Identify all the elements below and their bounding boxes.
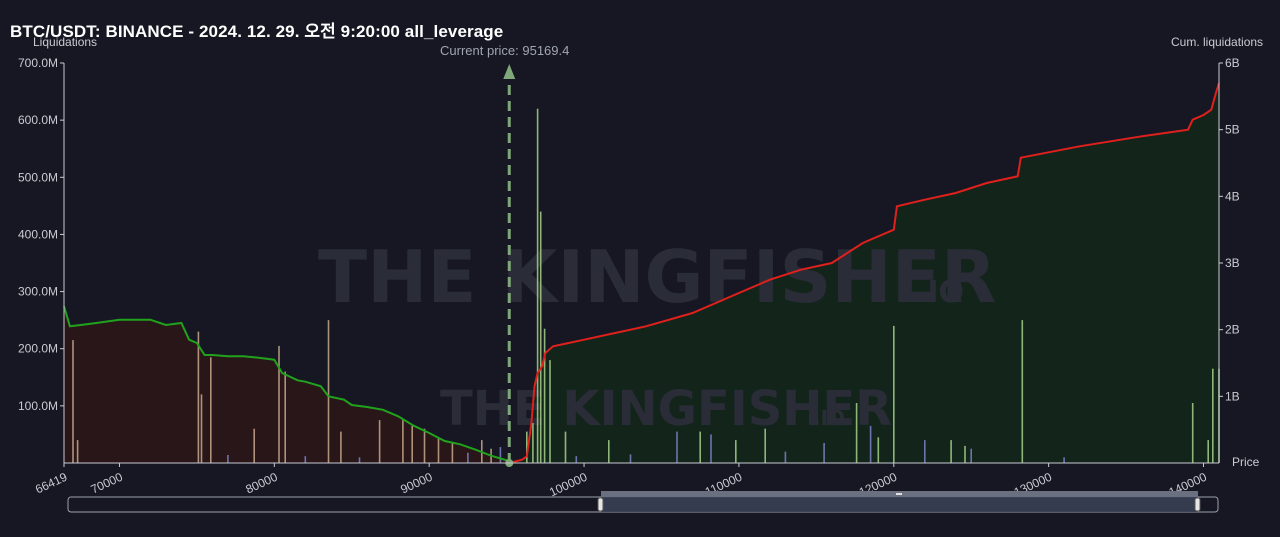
current-price-label: Current price: 95169.4	[440, 43, 570, 58]
liquidation-bar	[869, 425, 872, 463]
long-cum-line	[63, 306, 510, 462]
liquidation-bar	[855, 403, 858, 463]
liquidation-bar	[608, 440, 610, 463]
liquidation-bar	[964, 445, 966, 463]
liquidation-bar	[1063, 457, 1065, 463]
y-right-tick-label: 2B	[1225, 323, 1240, 337]
y-right-tick-label: 6B	[1225, 56, 1240, 70]
areas-layer	[64, 83, 1219, 463]
x-tick-label: 90000	[398, 470, 434, 497]
watermark-large-suffix: .IO	[916, 275, 964, 310]
liquidation-bar	[210, 357, 212, 463]
liquidation-bar	[284, 371, 286, 463]
y-left-tick-label: 400.0M	[18, 227, 58, 241]
y-right-axis-label: Cum. liquidations	[1171, 35, 1264, 49]
liquidation-bar	[710, 434, 712, 463]
y-left-tick-label: 500.0M	[18, 170, 58, 184]
liquidation-bar	[893, 325, 895, 463]
liquidation-bar	[411, 425, 413, 463]
watermark-large: THE KINGFISHER	[318, 235, 996, 319]
liquidation-bar	[1191, 403, 1194, 463]
watermark-small-suffix: .IO	[813, 406, 845, 430]
current-price-arrow	[503, 64, 516, 79]
liquidation-bar	[327, 320, 330, 463]
liquidation-bar	[784, 451, 787, 463]
liquidation-bar	[676, 431, 678, 463]
y-left-tick-label: 600.0M	[18, 113, 58, 127]
liquidation-bar	[526, 431, 528, 463]
liquidation-bar	[451, 443, 454, 463]
liquidation-bar	[699, 431, 701, 463]
chart-title: BTC/USDT: BINANCE - 2024. 12. 29. 오전 9:2…	[10, 22, 504, 41]
y-left-tick-label: 100.0M	[18, 399, 58, 413]
long-cum-area	[64, 306, 510, 463]
slider-handle-left[interactable]	[597, 497, 604, 512]
x-tick-label: 100000	[547, 470, 590, 500]
slider-handle-right[interactable]	[1194, 497, 1201, 512]
liquidation-bar	[227, 455, 229, 463]
liquidation-bar	[499, 447, 502, 463]
liquidation-bar	[543, 328, 546, 463]
lines-layer	[63, 64, 1220, 467]
watermark-small: THE KINGFISHER	[440, 381, 892, 437]
slider-grip-icon	[896, 493, 902, 495]
liquidation-bar	[735, 440, 737, 463]
liquidation-bar	[72, 340, 74, 463]
liquidation-bar	[304, 456, 307, 463]
liquidation-bar	[877, 437, 880, 463]
liquidation-bar	[764, 428, 766, 463]
liquidation-bar	[950, 440, 952, 463]
y-right-tick-label: 3B	[1225, 256, 1240, 270]
liquidation-bar	[1207, 440, 1209, 463]
liquidation-bar	[532, 423, 534, 463]
liquidation-bar	[76, 440, 79, 463]
liquidation-bar	[549, 360, 551, 463]
liquidation-bar	[378, 420, 381, 463]
x-axis-label: Price	[1232, 455, 1260, 469]
x-tick-label: 70000	[89, 470, 125, 497]
x-tick-label: 80000	[243, 470, 279, 497]
liquidation-bar	[402, 420, 404, 463]
short-cum-area	[509, 83, 1219, 463]
short-cum-line	[508, 82, 1220, 464]
zoom-slider[interactable]	[67, 491, 1219, 513]
liquidation-bar	[278, 345, 280, 463]
liquidation-bar	[564, 431, 567, 463]
x-tick-label: 66419	[33, 470, 69, 497]
slider-window	[601, 497, 1198, 512]
liquidation-bar	[575, 456, 578, 463]
liquidation-bar	[539, 211, 542, 463]
liquidation-bar	[536, 108, 539, 463]
liquidation-bar	[200, 394, 203, 463]
y-right-tick-label: 4B	[1225, 189, 1240, 203]
liquidation-bar	[1212, 368, 1214, 463]
liquidation-bar	[358, 457, 361, 463]
y-right-tick-label: 1B	[1225, 389, 1240, 403]
y-left-tick-label: 700.0M	[18, 56, 58, 70]
liquidation-bar	[253, 428, 255, 463]
liquidation-bar	[970, 448, 972, 463]
liquidation-bar	[823, 443, 825, 463]
y-left-tick-label: 200.0M	[18, 342, 58, 356]
bars-layer	[72, 108, 1220, 463]
liquidation-bar	[924, 440, 926, 463]
liquidation-bar	[467, 452, 469, 463]
y-right-tick-label: 5B	[1225, 123, 1240, 137]
liquidation-bar	[340, 431, 342, 463]
liquidation-bar	[197, 331, 200, 463]
liquidation-bar	[437, 437, 440, 463]
y-left-tick-label: 300.0M	[18, 285, 58, 299]
y-left-axis-label: Liquidations	[33, 35, 98, 49]
liquidation-bar	[629, 454, 632, 463]
liquidation-bar	[1021, 320, 1024, 463]
liquidation-bar	[423, 428, 426, 463]
